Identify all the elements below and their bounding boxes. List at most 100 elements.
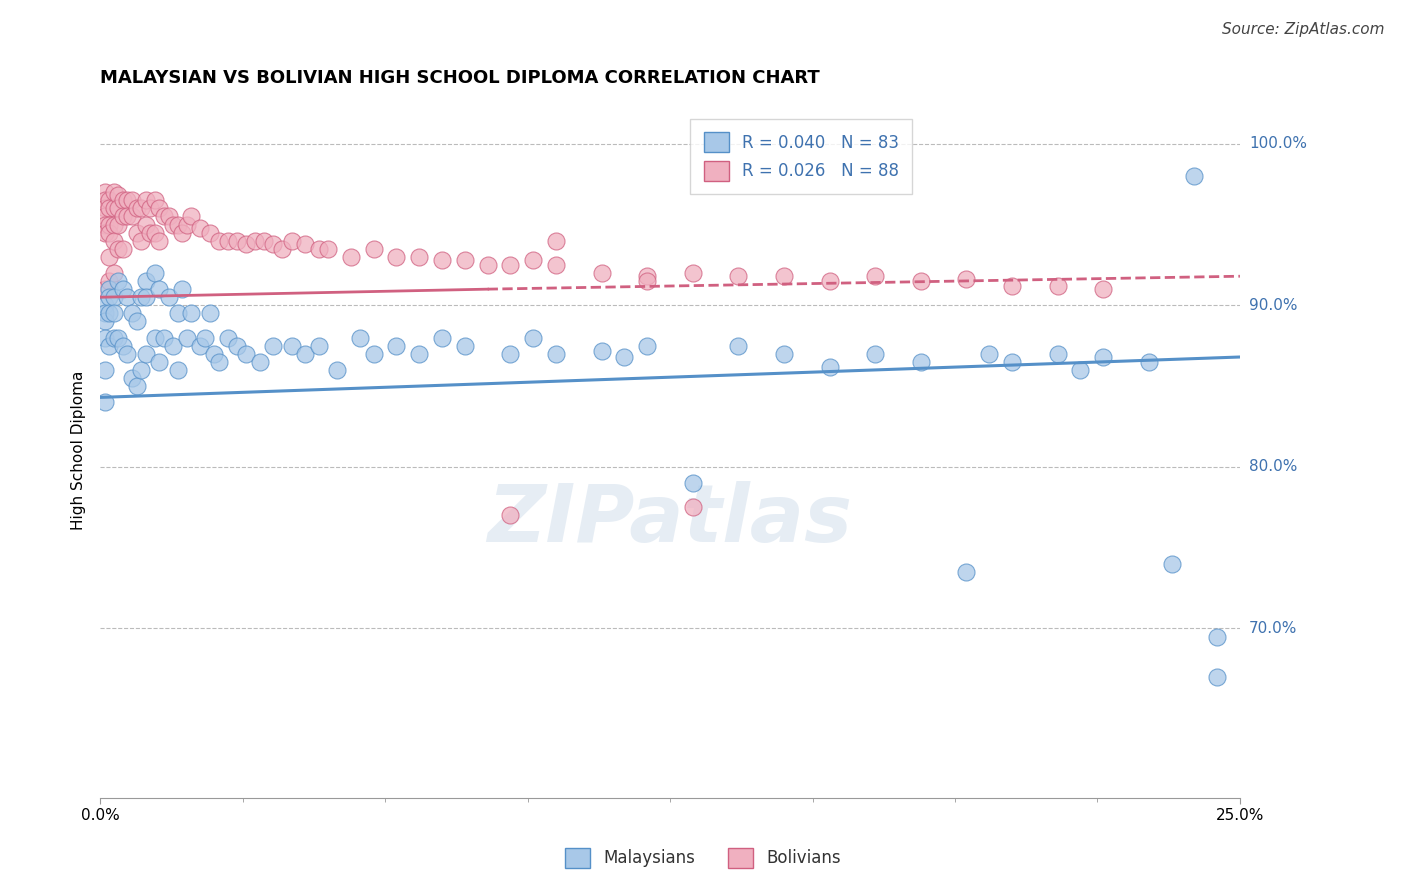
Point — [818, 274, 841, 288]
Point — [613, 350, 636, 364]
Point — [262, 339, 284, 353]
Point — [125, 314, 148, 328]
Point — [93, 226, 115, 240]
Point — [153, 330, 176, 344]
Point — [93, 314, 115, 328]
Point — [1046, 347, 1069, 361]
Point — [148, 355, 170, 369]
Point — [190, 339, 212, 353]
Point — [166, 306, 188, 320]
Legend: R = 0.040   N = 83, R = 0.026   N = 88: R = 0.040 N = 83, R = 0.026 N = 88 — [690, 119, 912, 194]
Point — [326, 363, 349, 377]
Point — [129, 363, 152, 377]
Point — [129, 290, 152, 304]
Point — [162, 218, 184, 232]
Point — [93, 218, 115, 232]
Point — [148, 202, 170, 216]
Point — [1092, 282, 1115, 296]
Point — [1206, 670, 1229, 684]
Point — [111, 194, 134, 208]
Point — [125, 379, 148, 393]
Point — [235, 236, 257, 251]
Y-axis label: High School Diploma: High School Diploma — [72, 371, 86, 531]
Text: 80.0%: 80.0% — [1249, 459, 1298, 475]
Point — [253, 234, 276, 248]
Point — [198, 226, 221, 240]
Point — [979, 347, 1001, 361]
Point — [98, 306, 121, 320]
Point — [121, 210, 143, 224]
Point — [477, 258, 499, 272]
Point — [103, 306, 125, 320]
Point — [103, 234, 125, 248]
Point — [93, 330, 115, 344]
Point — [107, 188, 129, 202]
Text: MALAYSIAN VS BOLIVIAN HIGH SCHOOL DIPLOMA CORRELATION CHART: MALAYSIAN VS BOLIVIAN HIGH SCHOOL DIPLOM… — [100, 69, 820, 87]
Point — [93, 298, 115, 312]
Point — [143, 266, 166, 280]
Point — [93, 363, 115, 377]
Point — [121, 371, 143, 385]
Point — [93, 210, 115, 224]
Text: 70.0%: 70.0% — [1249, 621, 1298, 636]
Point — [190, 220, 212, 235]
Point — [98, 250, 121, 264]
Point — [682, 476, 704, 491]
Point — [340, 250, 363, 264]
Point — [773, 347, 796, 361]
Point — [180, 210, 202, 224]
Point — [408, 347, 430, 361]
Text: 90.0%: 90.0% — [1249, 298, 1298, 313]
Point — [271, 242, 294, 256]
Point — [316, 242, 339, 256]
Point — [121, 306, 143, 320]
Point — [1092, 350, 1115, 364]
Point — [202, 347, 225, 361]
Point — [408, 250, 430, 264]
Point — [107, 274, 129, 288]
Point — [103, 290, 125, 304]
Point — [135, 194, 157, 208]
Point — [217, 330, 239, 344]
Point — [682, 500, 704, 515]
Point — [636, 274, 658, 288]
Point — [1001, 355, 1024, 369]
Point — [1001, 279, 1024, 293]
Point — [294, 347, 316, 361]
Point — [111, 210, 134, 224]
Point — [180, 306, 202, 320]
Point — [125, 202, 148, 216]
Point — [636, 339, 658, 353]
Point — [98, 339, 121, 353]
Point — [172, 226, 194, 240]
Point — [773, 269, 796, 284]
Point — [98, 194, 121, 208]
Point — [103, 202, 125, 216]
Point — [117, 347, 139, 361]
Point — [727, 269, 749, 284]
Point — [135, 218, 157, 232]
Point — [98, 218, 121, 232]
Point — [454, 339, 477, 353]
Point — [98, 274, 121, 288]
Text: 100.0%: 100.0% — [1249, 136, 1308, 152]
Point — [198, 306, 221, 320]
Point — [1046, 279, 1069, 293]
Point — [98, 202, 121, 216]
Text: ZIPatlas: ZIPatlas — [488, 481, 852, 559]
Point — [98, 290, 121, 304]
Point — [135, 274, 157, 288]
Text: Source: ZipAtlas.com: Source: ZipAtlas.com — [1222, 22, 1385, 37]
Point — [430, 253, 453, 268]
Point — [499, 508, 522, 523]
Point — [1182, 169, 1205, 183]
Point — [98, 282, 121, 296]
Point — [363, 242, 385, 256]
Point — [454, 253, 477, 268]
Point — [93, 202, 115, 216]
Point — [107, 242, 129, 256]
Point — [117, 194, 139, 208]
Point — [121, 194, 143, 208]
Point — [172, 282, 194, 296]
Point — [135, 290, 157, 304]
